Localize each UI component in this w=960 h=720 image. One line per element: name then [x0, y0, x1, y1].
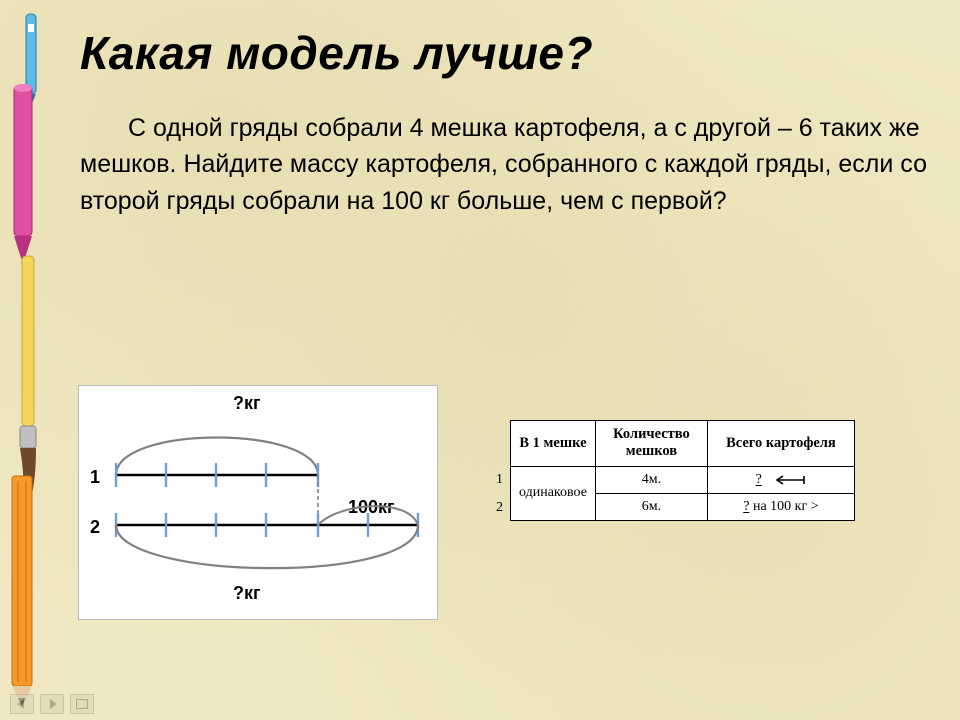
- cell-total-1-q: ?: [756, 472, 762, 487]
- th-count-text: Количество мешков: [613, 426, 690, 459]
- th-per-bag: В 1 мешке: [511, 421, 596, 467]
- cell-total-2-extra: на 100 кг >: [749, 499, 818, 514]
- nav-controls: [10, 694, 94, 714]
- model-table-wrap: 1 2 В 1 мешке Количество мешков Всего ка…: [510, 420, 930, 521]
- table-row: одинаковое 4м. ?: [511, 466, 855, 493]
- art-tools-strip: [6, 6, 50, 706]
- slide: Какая модель лучше? С одной гряды собрал…: [0, 0, 960, 720]
- cell-total-1: ?: [707, 466, 854, 493]
- prev-slide-button[interactable]: [10, 694, 34, 714]
- cell-count-2: 6м.: [595, 493, 707, 520]
- problem-text: С одной гряды собрали 4 мешка картофеля,…: [80, 110, 928, 219]
- fullscreen-button[interactable]: [70, 694, 94, 714]
- slide-title: Какая модель лучше?: [80, 26, 930, 80]
- segment-diagram-svg: [78, 385, 438, 620]
- cell-same: одинаковое: [511, 466, 596, 520]
- table-header-row: В 1 мешке Количество мешков Всего картоф…: [511, 421, 855, 467]
- model-table: В 1 мешке Количество мешков Всего картоф…: [510, 420, 855, 521]
- arrow-left-icon: [772, 474, 806, 486]
- table-rownum-2: 2: [496, 500, 503, 516]
- th-count: Количество мешков: [595, 421, 707, 467]
- next-slide-button[interactable]: [40, 694, 64, 714]
- cell-total-2: ? на 100 кг >: [707, 493, 854, 520]
- segment-diagram: ?кг 1 2 100кг ?кг: [78, 385, 438, 620]
- table-rownum-1: 1: [496, 472, 503, 488]
- cell-count-1: 4м.: [595, 466, 707, 493]
- th-total: Всего картофеля: [707, 421, 854, 467]
